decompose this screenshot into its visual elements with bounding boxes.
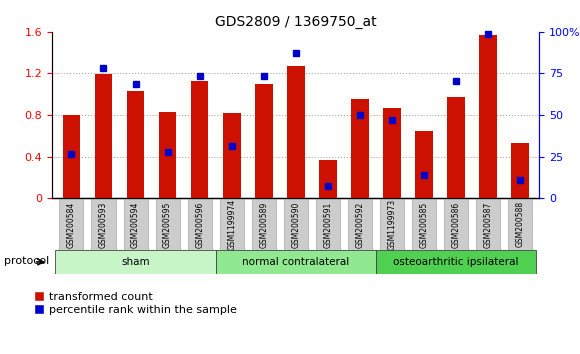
Text: GSM200596: GSM200596 xyxy=(195,201,204,247)
FancyBboxPatch shape xyxy=(316,199,340,250)
FancyBboxPatch shape xyxy=(220,199,244,250)
Text: sham: sham xyxy=(121,257,150,267)
Bar xyxy=(191,81,208,198)
Text: normal contralateral: normal contralateral xyxy=(242,257,349,267)
Bar xyxy=(126,91,144,198)
FancyBboxPatch shape xyxy=(380,199,404,250)
Bar xyxy=(255,84,273,198)
Text: GSM200593: GSM200593 xyxy=(99,201,108,247)
FancyBboxPatch shape xyxy=(187,199,212,250)
Bar xyxy=(159,112,176,198)
Text: GSM200585: GSM200585 xyxy=(419,201,429,247)
Legend: transformed count, percentile rank within the sample: transformed count, percentile rank withi… xyxy=(35,292,237,315)
FancyBboxPatch shape xyxy=(476,199,500,250)
FancyBboxPatch shape xyxy=(508,199,532,250)
Bar xyxy=(223,113,241,198)
Bar xyxy=(95,74,113,198)
Text: GSM200588: GSM200588 xyxy=(516,201,525,247)
Text: GSM200587: GSM200587 xyxy=(484,201,492,247)
Text: GSM1199974: GSM1199974 xyxy=(227,199,236,250)
FancyBboxPatch shape xyxy=(216,250,376,274)
FancyBboxPatch shape xyxy=(56,250,216,274)
Text: GSM200595: GSM200595 xyxy=(163,201,172,247)
Bar xyxy=(447,97,465,198)
FancyBboxPatch shape xyxy=(59,199,84,250)
Text: GSM200584: GSM200584 xyxy=(67,201,76,247)
Bar xyxy=(63,115,80,198)
Text: GSM200589: GSM200589 xyxy=(259,201,268,247)
Title: GDS2809 / 1369750_at: GDS2809 / 1369750_at xyxy=(215,16,376,29)
Text: osteoarthritic ipsilateral: osteoarthritic ipsilateral xyxy=(393,257,519,267)
Bar xyxy=(512,143,529,198)
Bar xyxy=(415,131,433,198)
Bar xyxy=(479,35,497,198)
FancyBboxPatch shape xyxy=(155,199,180,250)
FancyBboxPatch shape xyxy=(284,199,308,250)
Bar xyxy=(287,66,305,198)
Text: GSM200591: GSM200591 xyxy=(324,201,332,247)
Text: GSM1199973: GSM1199973 xyxy=(387,199,397,250)
Text: GSM200590: GSM200590 xyxy=(291,201,300,247)
Text: protocol: protocol xyxy=(4,256,49,266)
Bar xyxy=(319,160,336,198)
FancyBboxPatch shape xyxy=(92,199,115,250)
FancyBboxPatch shape xyxy=(348,199,372,250)
Text: GSM200586: GSM200586 xyxy=(452,201,461,247)
Text: GSM200594: GSM200594 xyxy=(131,201,140,247)
Bar xyxy=(383,108,401,198)
Bar xyxy=(351,99,369,198)
FancyBboxPatch shape xyxy=(252,199,276,250)
FancyBboxPatch shape xyxy=(412,199,436,250)
FancyBboxPatch shape xyxy=(124,199,147,250)
FancyBboxPatch shape xyxy=(376,250,536,274)
FancyBboxPatch shape xyxy=(444,199,468,250)
Text: GSM200592: GSM200592 xyxy=(356,201,364,247)
